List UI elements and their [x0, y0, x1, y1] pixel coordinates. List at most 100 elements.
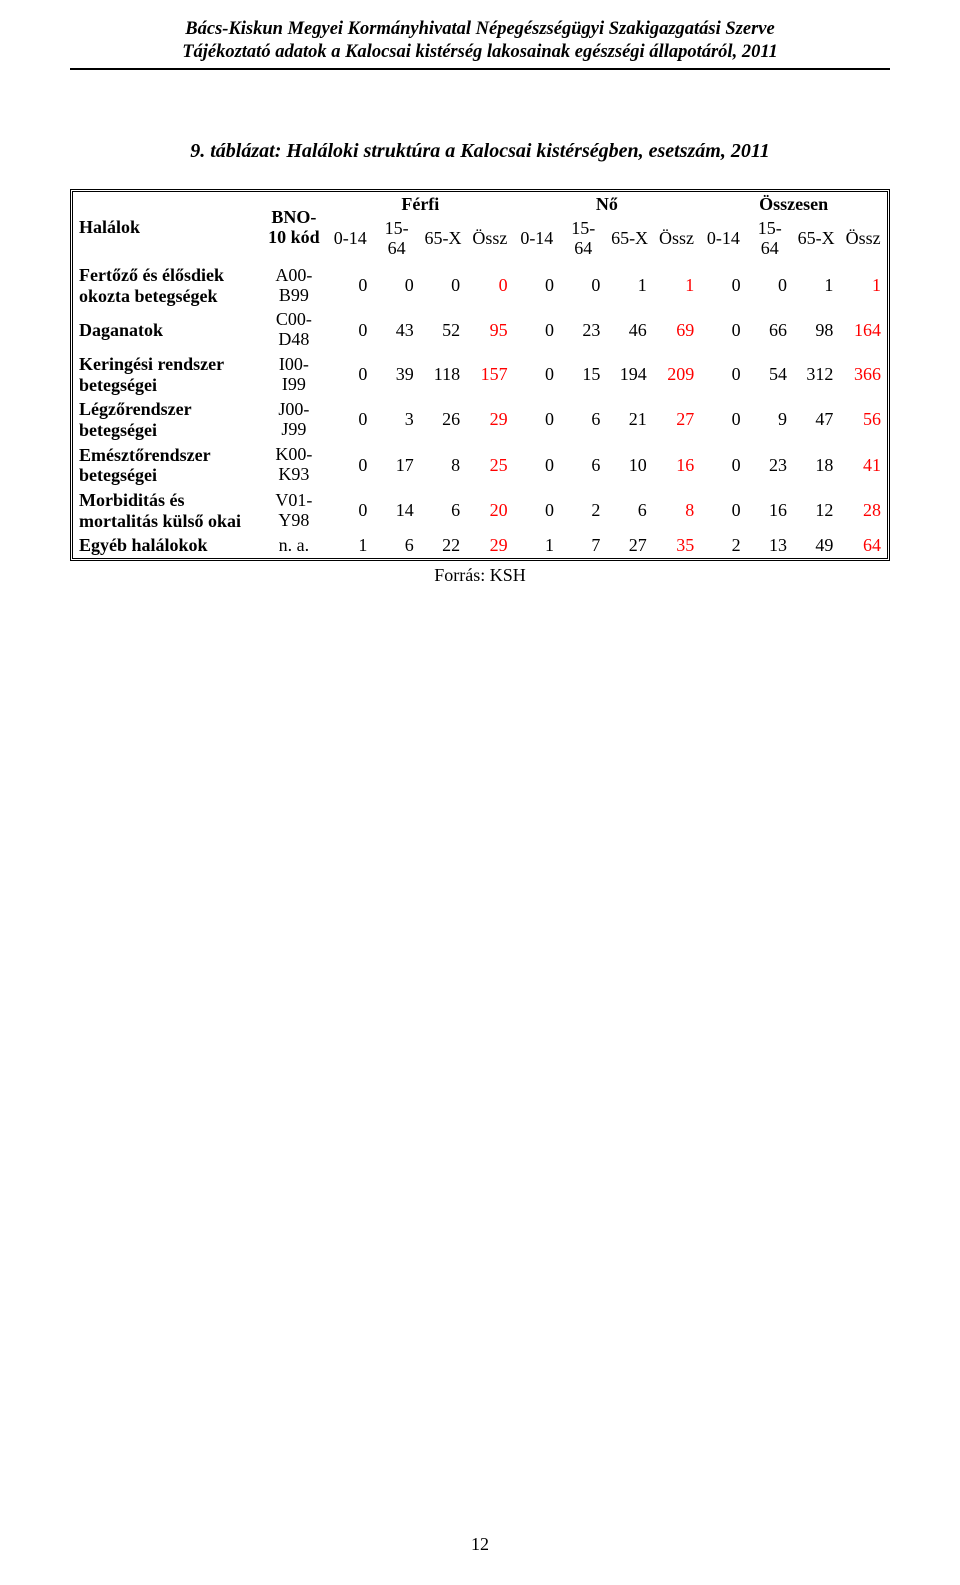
cell-value: 56 — [839, 397, 887, 442]
cell-value: 1 — [839, 263, 887, 308]
cell-value: 0 — [327, 443, 373, 488]
row-label: Légzőrendszer betegségei — [73, 397, 261, 442]
cell-value: 157 — [466, 352, 513, 397]
col-ossz-ossz: Össz — [839, 217, 887, 263]
col-ferfi-ossz: Össz — [466, 217, 513, 263]
cell-value: 13 — [747, 533, 793, 558]
cell-value: 0 — [700, 397, 746, 442]
col-no-65-x: 65-X — [606, 217, 652, 263]
document-header: Bács-Kiskun Megyei Kormányhivatal Népegé… — [70, 18, 890, 70]
col-no-ossz: Össz — [653, 217, 700, 263]
cell-value: 6 — [373, 533, 419, 558]
col-ferfi-0-14: 0-14 — [327, 217, 373, 263]
table-row: DaganatokC00-D480435295023466906698164 — [73, 308, 887, 352]
cell-value: 6 — [606, 488, 652, 533]
cell-value: 26 — [420, 397, 466, 442]
cell-value: 6 — [560, 397, 606, 442]
row-label: Egyéb halálokok — [73, 533, 261, 558]
cell-value: 47 — [793, 397, 839, 442]
cell-value: 46 — [606, 308, 652, 352]
cell-value: 1 — [653, 263, 700, 308]
table-row: Fertőző és élősdiek okozta betegségekA00… — [73, 263, 887, 308]
cell-value: 0 — [747, 263, 793, 308]
cell-value: 0 — [373, 263, 419, 308]
table-row: Légzőrendszer betegségeiJ00-J99032629062… — [73, 397, 887, 442]
cell-value: 43 — [373, 308, 419, 352]
table-source: Forrás: KSH — [70, 565, 890, 586]
bno-code: C00-D48 — [261, 308, 327, 352]
cell-value: 2 — [560, 488, 606, 533]
header-line-1: Bács-Kiskun Megyei Kormányhivatal Népegé… — [70, 18, 890, 41]
cell-value: 0 — [466, 263, 513, 308]
cell-value: 14 — [373, 488, 419, 533]
cell-value: 98 — [793, 308, 839, 352]
cell-value: 49 — [793, 533, 839, 558]
table-row: Egyéb halálokokn. a.1622291727352134964 — [73, 533, 887, 558]
header-line-2: Tájékoztató adatok a Kalocsai kistérség … — [70, 41, 890, 64]
table-caption: 9. táblázat: Haláloki struktúra a Kalocs… — [70, 140, 890, 163]
col-group-ferfi: Férfi — [327, 192, 514, 217]
cell-value: 10 — [606, 443, 652, 488]
col-ossz-15-64: 15-64 — [747, 217, 793, 263]
bno-code: J00-J99 — [261, 397, 327, 442]
cell-value: 23 — [747, 443, 793, 488]
cell-value: 0 — [327, 488, 373, 533]
cell-value: 69 — [653, 308, 700, 352]
cell-value: 27 — [653, 397, 700, 442]
cell-value: 0 — [700, 443, 746, 488]
cell-value: 22 — [420, 533, 466, 558]
cell-value: 2 — [700, 533, 746, 558]
bno-code: V01-Y98 — [261, 488, 327, 533]
cell-value: 0 — [327, 352, 373, 397]
cell-value: 25 — [466, 443, 513, 488]
cell-value: 1 — [793, 263, 839, 308]
row-label: Daganatok — [73, 308, 261, 352]
cell-value: 29 — [466, 533, 513, 558]
cell-value: 118 — [420, 352, 466, 397]
col-ferfi-15-64: 15-64 — [373, 217, 419, 263]
cell-value: 0 — [514, 397, 560, 442]
col-header-bno: BNO-10 kód — [261, 192, 327, 263]
col-no-15-64: 15-64 — [560, 217, 606, 263]
cell-value: 52 — [420, 308, 466, 352]
cell-value: 209 — [653, 352, 700, 397]
cell-value: 1 — [606, 263, 652, 308]
cell-value: 312 — [793, 352, 839, 397]
table-container: Halálok BNO-10 kód Férfi Nő Összesen 0-1… — [70, 189, 890, 561]
cell-value: 0 — [420, 263, 466, 308]
table-row: Emésztőrendszer betegségeiK00-K930178250… — [73, 443, 887, 488]
cell-value: 35 — [653, 533, 700, 558]
cell-value: 0 — [700, 263, 746, 308]
cell-value: 23 — [560, 308, 606, 352]
cell-value: 6 — [560, 443, 606, 488]
cell-value: 27 — [606, 533, 652, 558]
row-label: Emésztőrendszer betegségei — [73, 443, 261, 488]
cell-value: 16 — [747, 488, 793, 533]
col-group-osszesen: Összesen — [700, 192, 887, 217]
cell-value: 54 — [747, 352, 793, 397]
cell-value: 8 — [420, 443, 466, 488]
table-body: Fertőző és élősdiek okozta betegségekA00… — [73, 263, 887, 558]
cell-value: 0 — [514, 308, 560, 352]
cell-value: 6 — [420, 488, 466, 533]
cell-value: 16 — [653, 443, 700, 488]
bno-code: K00-K93 — [261, 443, 327, 488]
cell-value: 0 — [700, 308, 746, 352]
cell-value: 9 — [747, 397, 793, 442]
mortality-table: Halálok BNO-10 kód Férfi Nő Összesen 0-1… — [73, 192, 887, 558]
cell-value: 28 — [839, 488, 887, 533]
cell-value: 1 — [514, 533, 560, 558]
cell-value: 29 — [466, 397, 513, 442]
cell-value: 0 — [700, 488, 746, 533]
cell-value: 12 — [793, 488, 839, 533]
cell-value: 0 — [327, 308, 373, 352]
col-group-no: Nő — [514, 192, 701, 217]
cell-value: 366 — [839, 352, 887, 397]
bno-code: I00-I99 — [261, 352, 327, 397]
cell-value: 0 — [700, 352, 746, 397]
col-ferfi-65-x: 65-X — [420, 217, 466, 263]
cell-value: 66 — [747, 308, 793, 352]
col-header-halalok: Halálok — [73, 192, 261, 263]
table-row: Morbiditás és mortalitás külső okaiV01-Y… — [73, 488, 887, 533]
cell-value: 7 — [560, 533, 606, 558]
